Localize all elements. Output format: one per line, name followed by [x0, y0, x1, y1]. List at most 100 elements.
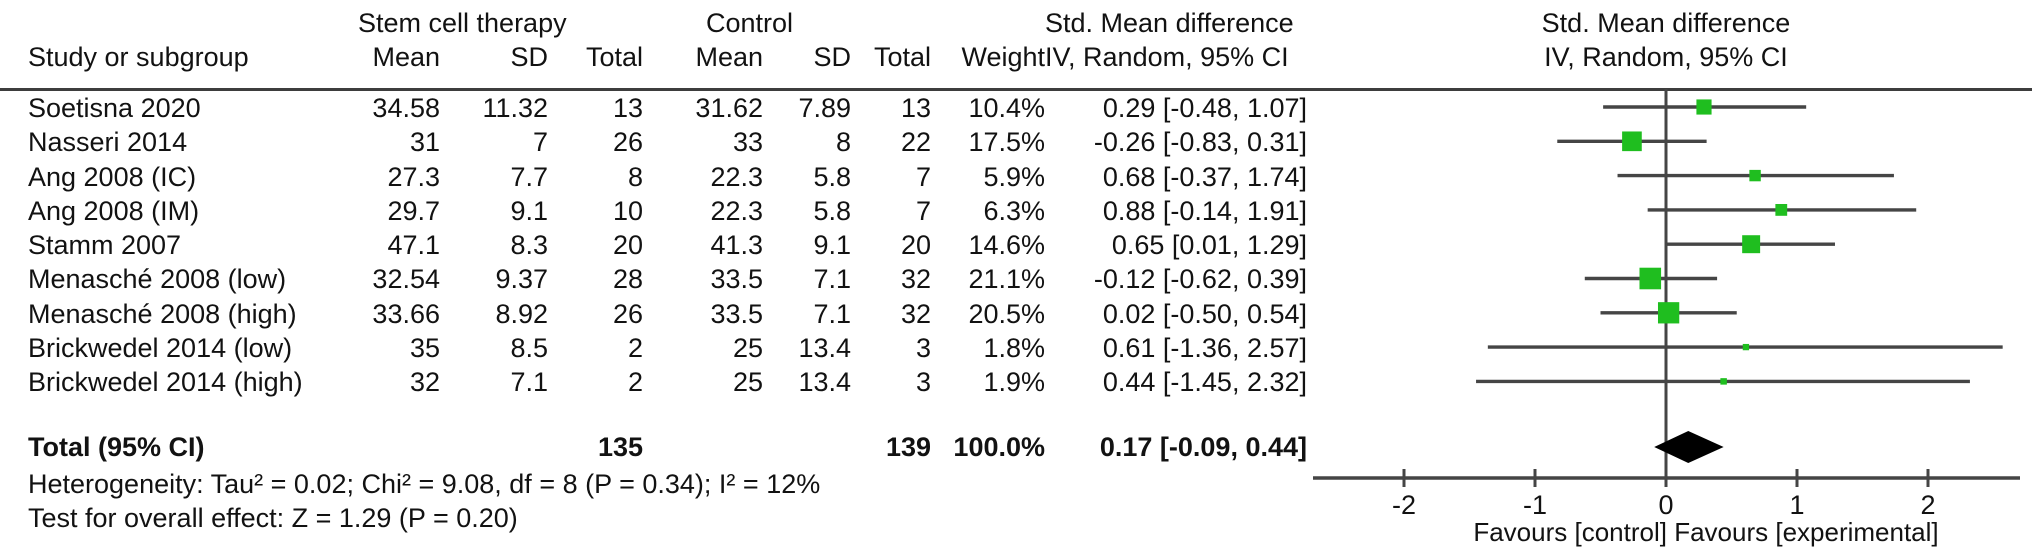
effect-ci-cell: 0.02 [-0.50, 0.54] [1102, 298, 1307, 329]
plot-header-line2: IV, Random, 95% CI [1544, 42, 1788, 72]
weight-cell: 1.8% [983, 333, 1045, 364]
study-row: Menasché 2008 (high) 33.66 8.92 26 33.5 … [0, 297, 1310, 331]
treatment-total-cell: 13 [612, 93, 643, 123]
study-name-cell: Brickwedel 2014 (high) [28, 367, 303, 398]
treatment-sd-cell: 11.32 [482, 93, 548, 123]
treatment-total-cell: 10 [612, 195, 643, 226]
control-total-cell: 32 [900, 264, 931, 295]
treatment-mean-cell: 29.7 [387, 195, 440, 226]
effect-marker [1720, 378, 1727, 385]
axis-tick-label: 0 [1658, 490, 1673, 520]
effect-header-line1: Std. Mean difference [1045, 8, 1294, 38]
treatment-total-cell: 2 [627, 333, 643, 364]
sd1-col-header: SD [510, 42, 548, 72]
treatment-total-cell: 28 [612, 264, 643, 295]
treatment-total-cell: 26 [612, 127, 643, 158]
study-row: Menasché 2008 (low) 32.54 9.37 28 33.5 7… [0, 262, 1310, 296]
study-rows: Soetisna 2020 34.58 11.32 13 31.62 7.89 … [0, 91, 1310, 400]
weight-col-header: Weight [961, 42, 1045, 72]
control-sd-cell: 7.1 [813, 264, 851, 295]
control-total-cell: 13 [900, 93, 931, 123]
effect-marker [1639, 267, 1662, 290]
control-mean-cell: 41.3 [710, 230, 763, 261]
treatment-total-cell: 26 [612, 298, 643, 329]
effect-ci-cell: 0.29 [-0.48, 1.07] [1102, 93, 1307, 123]
total-effect-ci: 0.17 [-0.09, 0.44] [1099, 432, 1307, 462]
control-mean-cell: 25 [732, 333, 763, 364]
total-treatment-n: 135 [597, 432, 643, 462]
study-name-cell: Brickwedel 2014 (low) [28, 333, 293, 364]
treatment-mean-cell: 34.58 [372, 93, 440, 123]
study-name-cell: Menasché 2008 (high) [28, 298, 297, 329]
treatment-sd-cell: 9.37 [495, 264, 548, 295]
control-sd-cell: 9.1 [813, 230, 851, 261]
effect-marker [1657, 302, 1680, 324]
effect-ci-cell: 0.68 [-0.37, 1.74] [1102, 161, 1307, 192]
weight-cell: 5.9% [983, 161, 1045, 192]
study-name-cell: Menasché 2008 (low) [28, 264, 287, 295]
control-sd-cell: 7.89 [798, 93, 851, 123]
total1-col-header: Total [585, 42, 643, 72]
axis-tick-label: 2 [1920, 490, 1935, 520]
control-sd-cell: 13.4 [798, 367, 851, 398]
treatment-mean-cell: 35 [409, 333, 440, 364]
heterogeneity-text: Heterogeneity: Tau² = 0.02; Chi² = 9.08,… [28, 469, 821, 499]
total-label: Total (95% CI) [28, 432, 205, 462]
effect-ci-cell: 0.61 [-1.36, 2.57] [1102, 333, 1307, 364]
study-row: Stamm 2007 47.1 8.3 20 41.3 9.1 20 14.6%… [0, 228, 1310, 262]
header-spacer [931, 6, 1045, 40]
empty-cell [763, 430, 851, 464]
study-row: Brickwedel 2014 (high) 32 7.1 2 25 13.4 … [0, 365, 1310, 399]
weight-cell: 1.9% [983, 367, 1045, 398]
effect-marker [1749, 169, 1761, 182]
header-spacer [28, 6, 358, 40]
treatment-mean-cell: 33.66 [372, 298, 440, 329]
weight-cell: 6.3% [983, 195, 1045, 226]
control-mean-cell: 22.3 [710, 161, 763, 192]
weight-cell: 10.4% [968, 93, 1045, 123]
control-total-cell: 20 [900, 230, 931, 261]
study-col-header: Study or subgroup [28, 42, 249, 72]
effect-ci-cell: -0.12 [-0.62, 0.39] [1093, 264, 1307, 295]
axis-tick-label: -2 [1392, 490, 1416, 520]
effect-marker [1696, 99, 1712, 115]
study-row: Ang 2008 (IM) 29.7 9.1 10 22.3 5.8 7 6.3… [0, 194, 1310, 228]
weight-cell: 21.1% [968, 264, 1045, 295]
effect-ci-cell: 0.88 [-0.14, 1.91] [1102, 195, 1307, 226]
effect-ci-cell: 0.65 [0.01, 1.29] [1111, 230, 1307, 261]
study-name-cell: Soetisna 2020 [28, 93, 201, 123]
group1-header: Stem cell therapy [358, 8, 567, 38]
group2-header: Control [705, 8, 794, 38]
study-row: Ang 2008 (IC) 27.3 7.7 8 22.3 5.8 7 5.9%… [0, 160, 1310, 194]
control-sd-cell: 8 [835, 127, 851, 158]
control-mean-cell: 22.3 [710, 195, 763, 226]
treatment-total-cell: 2 [627, 367, 643, 398]
control-mean-cell: 33 [732, 127, 763, 158]
effect-marker [1622, 131, 1642, 152]
mean1-col-header: Mean [372, 42, 440, 72]
control-total-cell: 3 [915, 333, 931, 364]
study-name-cell: Ang 2008 (IC) [28, 161, 197, 192]
table-header: Stem cell therapy Control Std. Mean diff… [0, 0, 2032, 74]
treatment-mean-cell: 32.54 [372, 264, 440, 295]
control-sd-cell: 5.8 [813, 161, 851, 192]
control-sd-cell: 13.4 [798, 333, 851, 364]
overall-effect-text: Test for overall effect: Z = 1.29 (P = 0… [28, 503, 518, 533]
empty-cell [643, 430, 763, 464]
total-control-n: 139 [885, 432, 931, 462]
treatment-mean-cell: 32 [409, 367, 440, 398]
plot-header: Std. Mean difference IV, Random, 95% CI [1300, 6, 2032, 74]
control-sd-cell: 5.8 [813, 195, 851, 226]
control-total-cell: 7 [915, 161, 931, 192]
effect-marker [1742, 235, 1761, 254]
mean2-col-header: Mean [695, 42, 763, 72]
weight-cell: 17.5% [968, 127, 1045, 158]
treatment-sd-cell: 8.3 [510, 230, 548, 261]
study-name-cell: Stamm 2007 [28, 230, 182, 261]
control-mean-cell: 33.5 [710, 264, 763, 295]
effect-header-line2: IV, Random, 95% CI [1045, 42, 1289, 72]
control-total-cell: 3 [915, 367, 931, 398]
treatment-sd-cell: 7.7 [510, 161, 548, 192]
